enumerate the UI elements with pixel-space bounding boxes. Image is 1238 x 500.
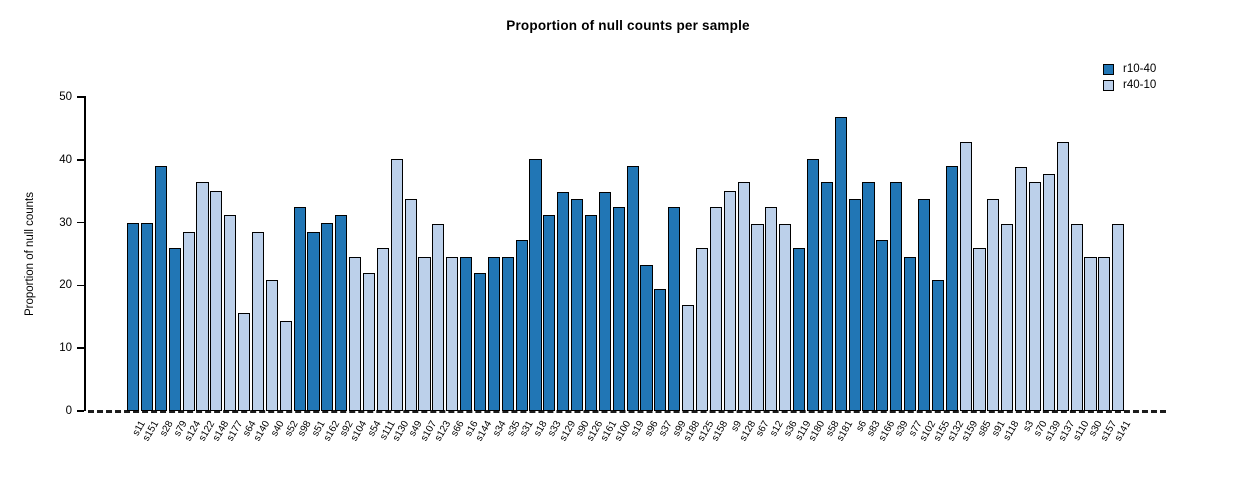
bar-s144 — [473, 272, 487, 411]
bar-s96 — [640, 264, 653, 411]
bar-s35 — [501, 257, 514, 411]
bar-s6 — [848, 199, 861, 411]
bar-s64 — [238, 313, 251, 411]
bar-s118 — [1001, 223, 1014, 411]
y-tick-mark — [77, 410, 84, 412]
y-axis-line — [84, 96, 86, 411]
bar-s18 — [529, 158, 542, 411]
legend-item-r10-40: r10-40 — [1103, 61, 1156, 77]
bar-s162 — [321, 223, 334, 411]
bar-s39 — [890, 182, 903, 411]
bar-s31 — [515, 240, 528, 411]
y-tick-label: 0 — [65, 405, 72, 417]
y-tick-label: 10 — [59, 342, 72, 355]
bar-s141 — [1112, 223, 1125, 411]
bar-s155 — [931, 280, 944, 411]
legend: r10-40 r40-10 — [1103, 61, 1156, 93]
bar-s139 — [1042, 174, 1055, 411]
chart-title: Proportion of null counts per sample — [506, 18, 750, 33]
bar-s137 — [1056, 142, 1069, 411]
bar-s104 — [349, 257, 362, 411]
legend-label: r40-10 — [1123, 79, 1157, 91]
bar-s77 — [904, 257, 917, 411]
bar-s99 — [668, 206, 681, 411]
bar-s79 — [168, 247, 181, 411]
bar-s11 — [127, 223, 140, 411]
y-tick-mark — [77, 96, 84, 98]
y-tick-label: 30 — [59, 216, 72, 229]
bar-s130 — [390, 158, 403, 411]
y-axis-label: Proportion of null counts — [24, 191, 36, 317]
bar-s58 — [820, 182, 833, 411]
bar-s110 — [1070, 223, 1083, 411]
bar-s12 — [765, 206, 778, 411]
bar-s85 — [973, 247, 986, 411]
bar-s90 — [571, 199, 584, 411]
bar-s140 — [251, 232, 265, 411]
bar-s157 — [1098, 257, 1111, 411]
bar-s122 — [196, 182, 209, 411]
bar-s30 — [1084, 257, 1097, 411]
y-tick-mark — [77, 159, 84, 161]
bar-s123 — [432, 223, 445, 411]
bar-s70 — [1028, 182, 1042, 411]
bar-s124 — [182, 232, 195, 411]
bar-s128 — [737, 182, 750, 411]
bar-s92 — [335, 215, 348, 411]
y-tick-label: 40 — [59, 153, 72, 166]
bar-s188 — [682, 304, 695, 411]
bar-s126 — [584, 215, 598, 411]
legend-item-r40-10: r40-10 — [1103, 77, 1156, 93]
bar-s102 — [917, 199, 931, 411]
bar-s3 — [1015, 166, 1028, 411]
bar-s16 — [460, 257, 473, 411]
bar-s36 — [779, 223, 792, 411]
bar-s83 — [862, 182, 875, 411]
bar-s177 — [224, 215, 237, 411]
bar-s98 — [293, 206, 306, 411]
bar-s132 — [945, 166, 958, 411]
y-tick-label: 50 — [59, 91, 72, 103]
bar-s125 — [695, 247, 709, 411]
bar-s9 — [723, 191, 736, 411]
bar-s166 — [876, 240, 889, 411]
bar-s34 — [487, 257, 500, 411]
legend-swatch-light-icon — [1103, 79, 1114, 91]
x-tick-label: s34 — [490, 419, 509, 439]
bar-s180 — [806, 158, 820, 411]
bar-s67 — [751, 223, 764, 411]
bar-s37 — [654, 288, 667, 411]
x-tick-label: s40 — [268, 419, 287, 439]
bar-s91 — [987, 199, 1000, 411]
bar-s148 — [210, 191, 223, 411]
y-tick-mark — [77, 221, 84, 224]
bar-s158 — [709, 206, 722, 411]
y-tick-mark — [77, 347, 84, 349]
bar-s33 — [543, 215, 556, 411]
bar-s161 — [598, 191, 611, 411]
bar-s107 — [418, 257, 431, 411]
bar-s111 — [376, 247, 389, 411]
bar-s66 — [446, 257, 459, 411]
bar-s119 — [793, 247, 806, 411]
bar-s159 — [959, 142, 972, 411]
bar-s28 — [154, 166, 167, 411]
y-tick-mark — [77, 284, 84, 287]
bar-s51 — [307, 232, 320, 411]
bar-s49 — [404, 199, 417, 411]
legend-swatch-dark-icon — [1103, 63, 1114, 75]
legend-label: r10-40 — [1123, 63, 1157, 75]
bar-s151 — [140, 223, 154, 411]
bar-s52 — [279, 321, 292, 411]
zero-baseline-dashed-line — [88, 409, 1166, 413]
x-tick-label: s28 — [157, 419, 176, 439]
bar-s40 — [265, 280, 278, 411]
bar-s181 — [834, 117, 847, 411]
y-tick-label: 20 — [59, 279, 72, 292]
bar-s100 — [612, 206, 625, 411]
bar-s129 — [557, 191, 570, 411]
bar-s54 — [362, 272, 376, 411]
bar-s19 — [626, 166, 639, 411]
